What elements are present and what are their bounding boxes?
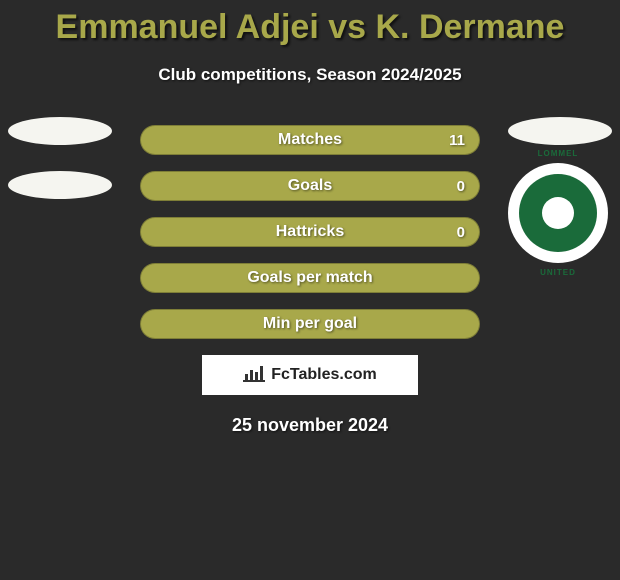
stat-row-goals-per-match: Goals per match xyxy=(140,263,480,293)
placeholder-ellipse xyxy=(8,171,112,199)
club-badge-text-bottom: UNITED xyxy=(540,268,576,277)
stat-label: Matches xyxy=(141,131,479,149)
subtitle: Club competitions, Season 2024/2025 xyxy=(0,65,620,85)
stat-label: Goals xyxy=(141,177,479,195)
club-badge-ball-icon xyxy=(542,197,574,229)
left-player-placeholders xyxy=(8,117,112,225)
stat-right-value: 11 xyxy=(449,132,465,149)
stat-bars: Matches 11 Goals 0 Hattricks 0 Goals per… xyxy=(140,125,480,339)
attribution-box: FcTables.com xyxy=(202,355,418,395)
stat-row-matches: Matches 11 xyxy=(140,125,480,155)
chart-icon xyxy=(243,364,265,387)
stat-row-goals: Goals 0 xyxy=(140,171,480,201)
placeholder-ellipse xyxy=(508,117,612,145)
date-label: 25 november 2024 xyxy=(0,415,620,436)
stat-right-value: 0 xyxy=(457,224,465,241)
stat-right-value: 0 xyxy=(457,178,465,195)
stat-row-hattricks: Hattricks 0 xyxy=(140,217,480,247)
stat-label: Hattricks xyxy=(141,223,479,241)
club-badge: LOMMEL UNITED xyxy=(508,163,608,263)
placeholder-ellipse xyxy=(8,117,112,145)
stat-row-min-per-goal: Min per goal xyxy=(140,309,480,339)
right-player-placeholders: LOMMEL UNITED xyxy=(508,117,612,263)
stat-label: Goals per match xyxy=(141,269,479,287)
stat-label: Min per goal xyxy=(141,315,479,333)
club-badge-text-top: LOMMEL xyxy=(538,149,579,158)
club-badge-inner xyxy=(519,174,597,252)
attribution-text: FcTables.com xyxy=(271,366,377,384)
stats-area: LOMMEL UNITED Matches 11 Goals 0 Hattric… xyxy=(0,125,620,436)
page-title: Emmanuel Adjei vs K. Dermane xyxy=(0,8,620,47)
